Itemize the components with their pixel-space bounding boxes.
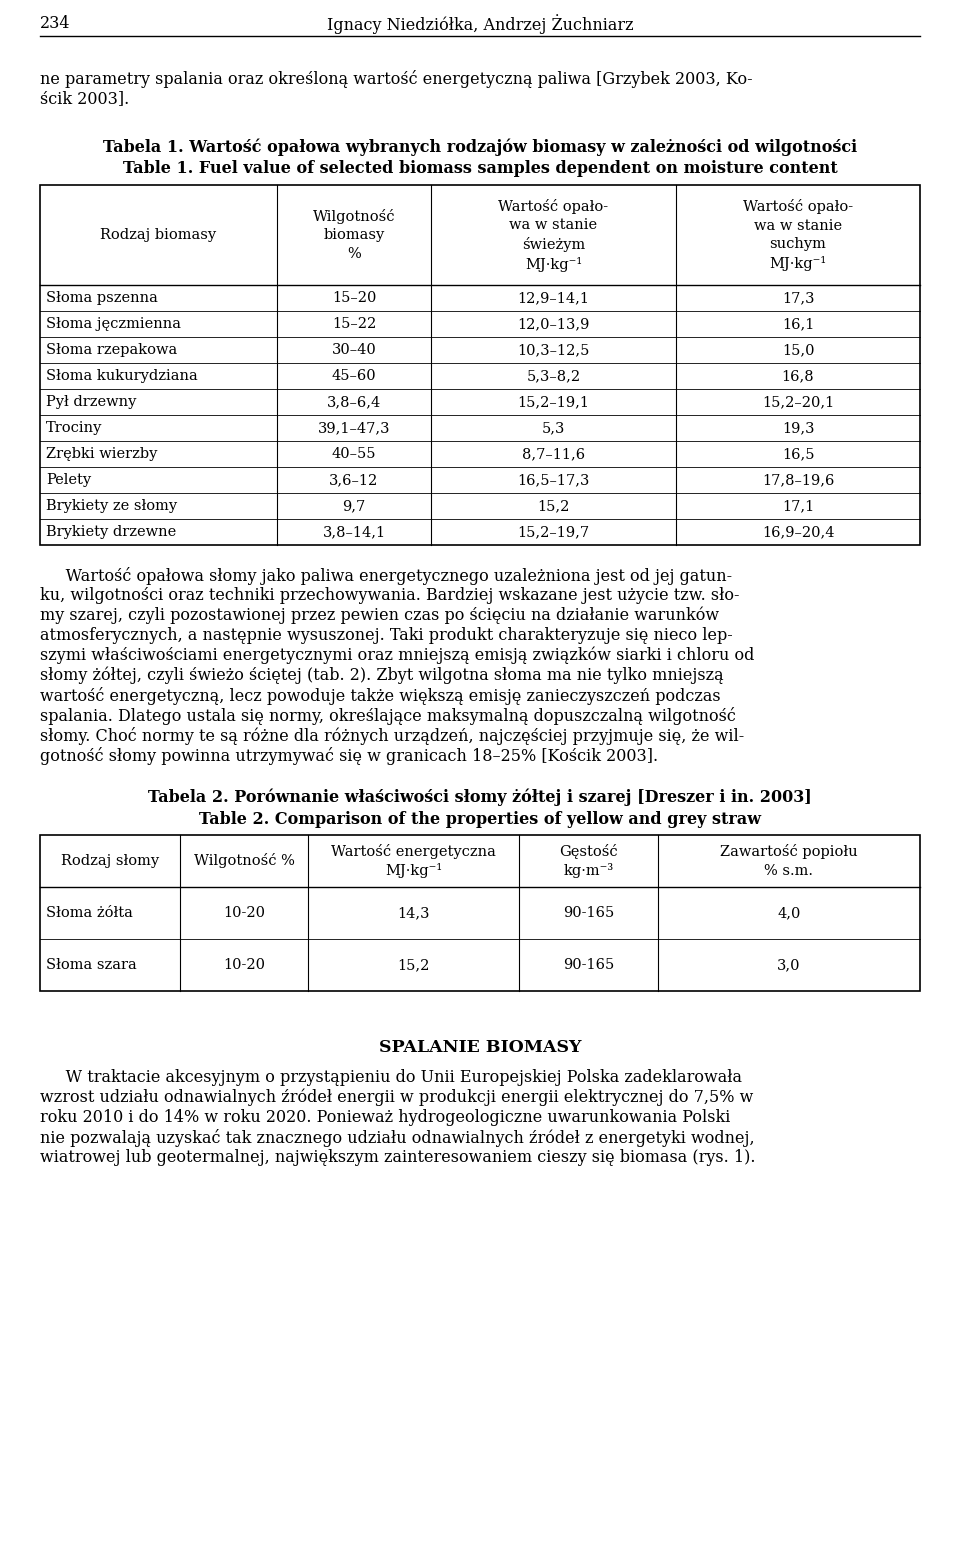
Text: Pył drzewny: Pył drzewny — [46, 395, 136, 409]
Text: 10-20: 10-20 — [223, 907, 265, 921]
Text: Zawartość popiołu
% s.m.: Zawartość popiołu % s.m. — [720, 845, 858, 877]
Text: ścik 2003].: ścik 2003]. — [40, 89, 130, 106]
Text: 4,0: 4,0 — [778, 907, 801, 921]
Text: 10-20: 10-20 — [223, 958, 265, 971]
Text: 16,1: 16,1 — [781, 318, 814, 332]
Text: W traktacie akcesyjnym o przystąpieniu do Unii Europejskiej Polska zadeklarowała: W traktacie akcesyjnym o przystąpieniu d… — [40, 1069, 742, 1086]
Text: 90-165: 90-165 — [563, 958, 614, 971]
Text: Rodzaj biomasy: Rodzaj biomasy — [101, 228, 217, 242]
Text: 3,0: 3,0 — [778, 958, 801, 971]
Text: Wilgotność
biomasy
%: Wilgotność biomasy % — [313, 210, 396, 261]
Text: 9,7: 9,7 — [343, 500, 366, 513]
Text: SPALANIE BIOMASY: SPALANIE BIOMASY — [379, 1039, 581, 1056]
Text: Pelety: Pelety — [46, 473, 91, 487]
Text: my szarej, czyli pozostawionej przez pewien czas po ścięciu na działanie warunkó: my szarej, czyli pozostawionej przez pew… — [40, 608, 719, 625]
Text: 15,2–19,1: 15,2–19,1 — [517, 395, 589, 409]
Text: ku, wilgotności oraz techniki przechowywania. Bardziej wskazane jest użycie tzw.: ku, wilgotności oraz techniki przechowyw… — [40, 588, 739, 604]
Text: 15–20: 15–20 — [332, 291, 376, 305]
Text: słomy żółtej, czyli świeżo ściętej (tab. 2). Zbyt wilgotna słoma ma nie tylko mn: słomy żółtej, czyli świeżo ściętej (tab.… — [40, 668, 724, 685]
Text: Tabela 1. Wartość opałowa wybranych rodzajów biomasy w zależności od wilgotności: Tabela 1. Wartość opałowa wybranych rodz… — [103, 137, 857, 156]
Text: 12,0–13,9: 12,0–13,9 — [517, 318, 589, 332]
Text: 15–22: 15–22 — [332, 318, 376, 332]
Text: Brykiety ze słomy: Brykiety ze słomy — [46, 500, 178, 513]
Text: 8,7–11,6: 8,7–11,6 — [522, 447, 585, 461]
Text: atmosferycznych, a następnie wysuszonej. Taki produkt charakteryzuje się nieco l: atmosferycznych, a następnie wysuszonej.… — [40, 628, 732, 645]
Text: 10,3–12,5: 10,3–12,5 — [517, 342, 589, 358]
Text: Table 2. Comparison of the properties of yellow and grey straw: Table 2. Comparison of the properties of… — [199, 811, 761, 828]
Text: 5,3: 5,3 — [541, 421, 565, 435]
Text: Table 1. Fuel value of selected biomass samples dependent on moisture content: Table 1. Fuel value of selected biomass … — [123, 160, 837, 177]
Text: wartość energetyczną, lecz powoduje także większą emisję zanieczyszczeń podczas: wartość energetyczną, lecz powoduje takż… — [40, 688, 721, 705]
Text: 15,2–20,1: 15,2–20,1 — [762, 395, 834, 409]
Text: spalania. Dlatego ustala się normy, określające maksymalną dopuszczalną wilgotno: spalania. Dlatego ustala się normy, okre… — [40, 706, 736, 725]
Text: 12,9–14,1: 12,9–14,1 — [517, 291, 589, 305]
Text: 16,9–20,4: 16,9–20,4 — [761, 524, 834, 540]
Text: Ignacy Niedziółka, Andrzej Żuchniarz: Ignacy Niedziółka, Andrzej Żuchniarz — [326, 14, 634, 34]
Text: Wartość energetyczna
MJ·kg⁻¹: Wartość energetyczna MJ·kg⁻¹ — [331, 843, 496, 879]
Text: roku 2010 i do 14% w roku 2020. Ponieważ hydrogeologiczne uwarunkowania Polski: roku 2010 i do 14% w roku 2020. Ponieważ… — [40, 1109, 731, 1126]
Bar — [40, 836, 920, 992]
Text: Wilgotność %: Wilgotność % — [194, 854, 295, 868]
Text: 17,8–19,6: 17,8–19,6 — [762, 473, 834, 487]
Text: nie pozwalają uzyskać tak znacznego udziału odnawialnych źródeł z energetyki wod: nie pozwalają uzyskać tak znacznego udzi… — [40, 1129, 755, 1147]
Text: Słoma jęczmienna: Słoma jęczmienna — [46, 318, 181, 332]
Text: 16,5–17,3: 16,5–17,3 — [517, 473, 589, 487]
Text: 19,3: 19,3 — [781, 421, 814, 435]
Text: 15,0: 15,0 — [781, 342, 814, 358]
Text: Tabela 2. Porównanie właściwości słomy żółtej i szarej [Dreszer i in. 2003]: Tabela 2. Porównanie właściwości słomy ż… — [148, 790, 812, 806]
Text: Słoma rzepakowa: Słoma rzepakowa — [46, 342, 178, 358]
Text: wiatrowej lub geotermalnej, największym zainteresowaniem cieszy się biomasa (rys: wiatrowej lub geotermalnej, największym … — [40, 1149, 756, 1166]
Text: 17,3: 17,3 — [781, 291, 814, 305]
Text: 15,2–19,7: 15,2–19,7 — [517, 524, 589, 540]
Text: gotność słomy powinna utrzymywać się w granicach 18–25% [Kościk 2003].: gotność słomy powinna utrzymywać się w g… — [40, 746, 659, 765]
Text: Wartość opało-
wa w stanie
świeżym
MJ·kg⁻¹: Wartość opało- wa w stanie świeżym MJ·kg… — [498, 199, 609, 271]
Text: Słoma pszenna: Słoma pszenna — [46, 291, 157, 305]
Text: Rodzaj słomy: Rodzaj słomy — [60, 854, 159, 868]
Text: 90-165: 90-165 — [563, 907, 614, 921]
Text: Wartość opało-
wa w stanie
suchym
MJ·kg⁻¹: Wartość opało- wa w stanie suchym MJ·kg⁻… — [743, 199, 853, 271]
Text: Słoma szara: Słoma szara — [46, 958, 136, 971]
Text: 45–60: 45–60 — [332, 369, 376, 382]
Text: Słoma kukurydziana: Słoma kukurydziana — [46, 369, 198, 382]
Text: 3,8–14,1: 3,8–14,1 — [323, 524, 386, 540]
Text: 14,3: 14,3 — [397, 907, 430, 921]
Text: Trociny: Trociny — [46, 421, 103, 435]
Text: Słoma żółta: Słoma żółta — [46, 907, 132, 921]
Text: 16,5: 16,5 — [781, 447, 814, 461]
Text: 3,6–12: 3,6–12 — [329, 473, 378, 487]
Text: Zrębki wierzby: Zrębki wierzby — [46, 447, 157, 461]
Text: 234: 234 — [40, 15, 70, 32]
Text: 30–40: 30–40 — [331, 342, 376, 358]
Text: Gęstość
kg·m⁻³: Gęstość kg·m⁻³ — [559, 843, 618, 879]
Text: szymi właściwościami energetycznymi oraz mniejszą emisją związków siarki i chlor: szymi właściwościami energetycznymi oraz… — [40, 648, 755, 665]
Text: ne parametry spalania oraz określoną wartość energetyczną paliwa [Grzybek 2003, : ne parametry spalania oraz określoną war… — [40, 69, 753, 88]
Text: wzrost udziału odnawialnych źródeł energii w produkcji energii elektrycznej do 7: wzrost udziału odnawialnych źródeł energ… — [40, 1089, 754, 1107]
Text: 16,8: 16,8 — [781, 369, 814, 382]
Text: słomy. Choć normy te są różne dla różnych urządzeń, najczęściej przyjmuje się, ż: słomy. Choć normy te są różne dla różnyc… — [40, 726, 744, 745]
Text: 5,3–8,2: 5,3–8,2 — [526, 369, 581, 382]
Text: 15,2: 15,2 — [397, 958, 430, 971]
Text: 40–55: 40–55 — [332, 447, 376, 461]
Text: Brykiety drzewne: Brykiety drzewne — [46, 524, 177, 540]
Bar — [40, 185, 920, 544]
Text: 39,1–47,3: 39,1–47,3 — [318, 421, 391, 435]
Text: 15,2: 15,2 — [538, 500, 569, 513]
Text: Wartość opałowa słomy jako paliwa energetycznego uzależniona jest od jej gatun-: Wartość opałowa słomy jako paliwa energe… — [40, 567, 732, 584]
Text: 3,8–6,4: 3,8–6,4 — [326, 395, 381, 409]
Text: 17,1: 17,1 — [781, 500, 814, 513]
